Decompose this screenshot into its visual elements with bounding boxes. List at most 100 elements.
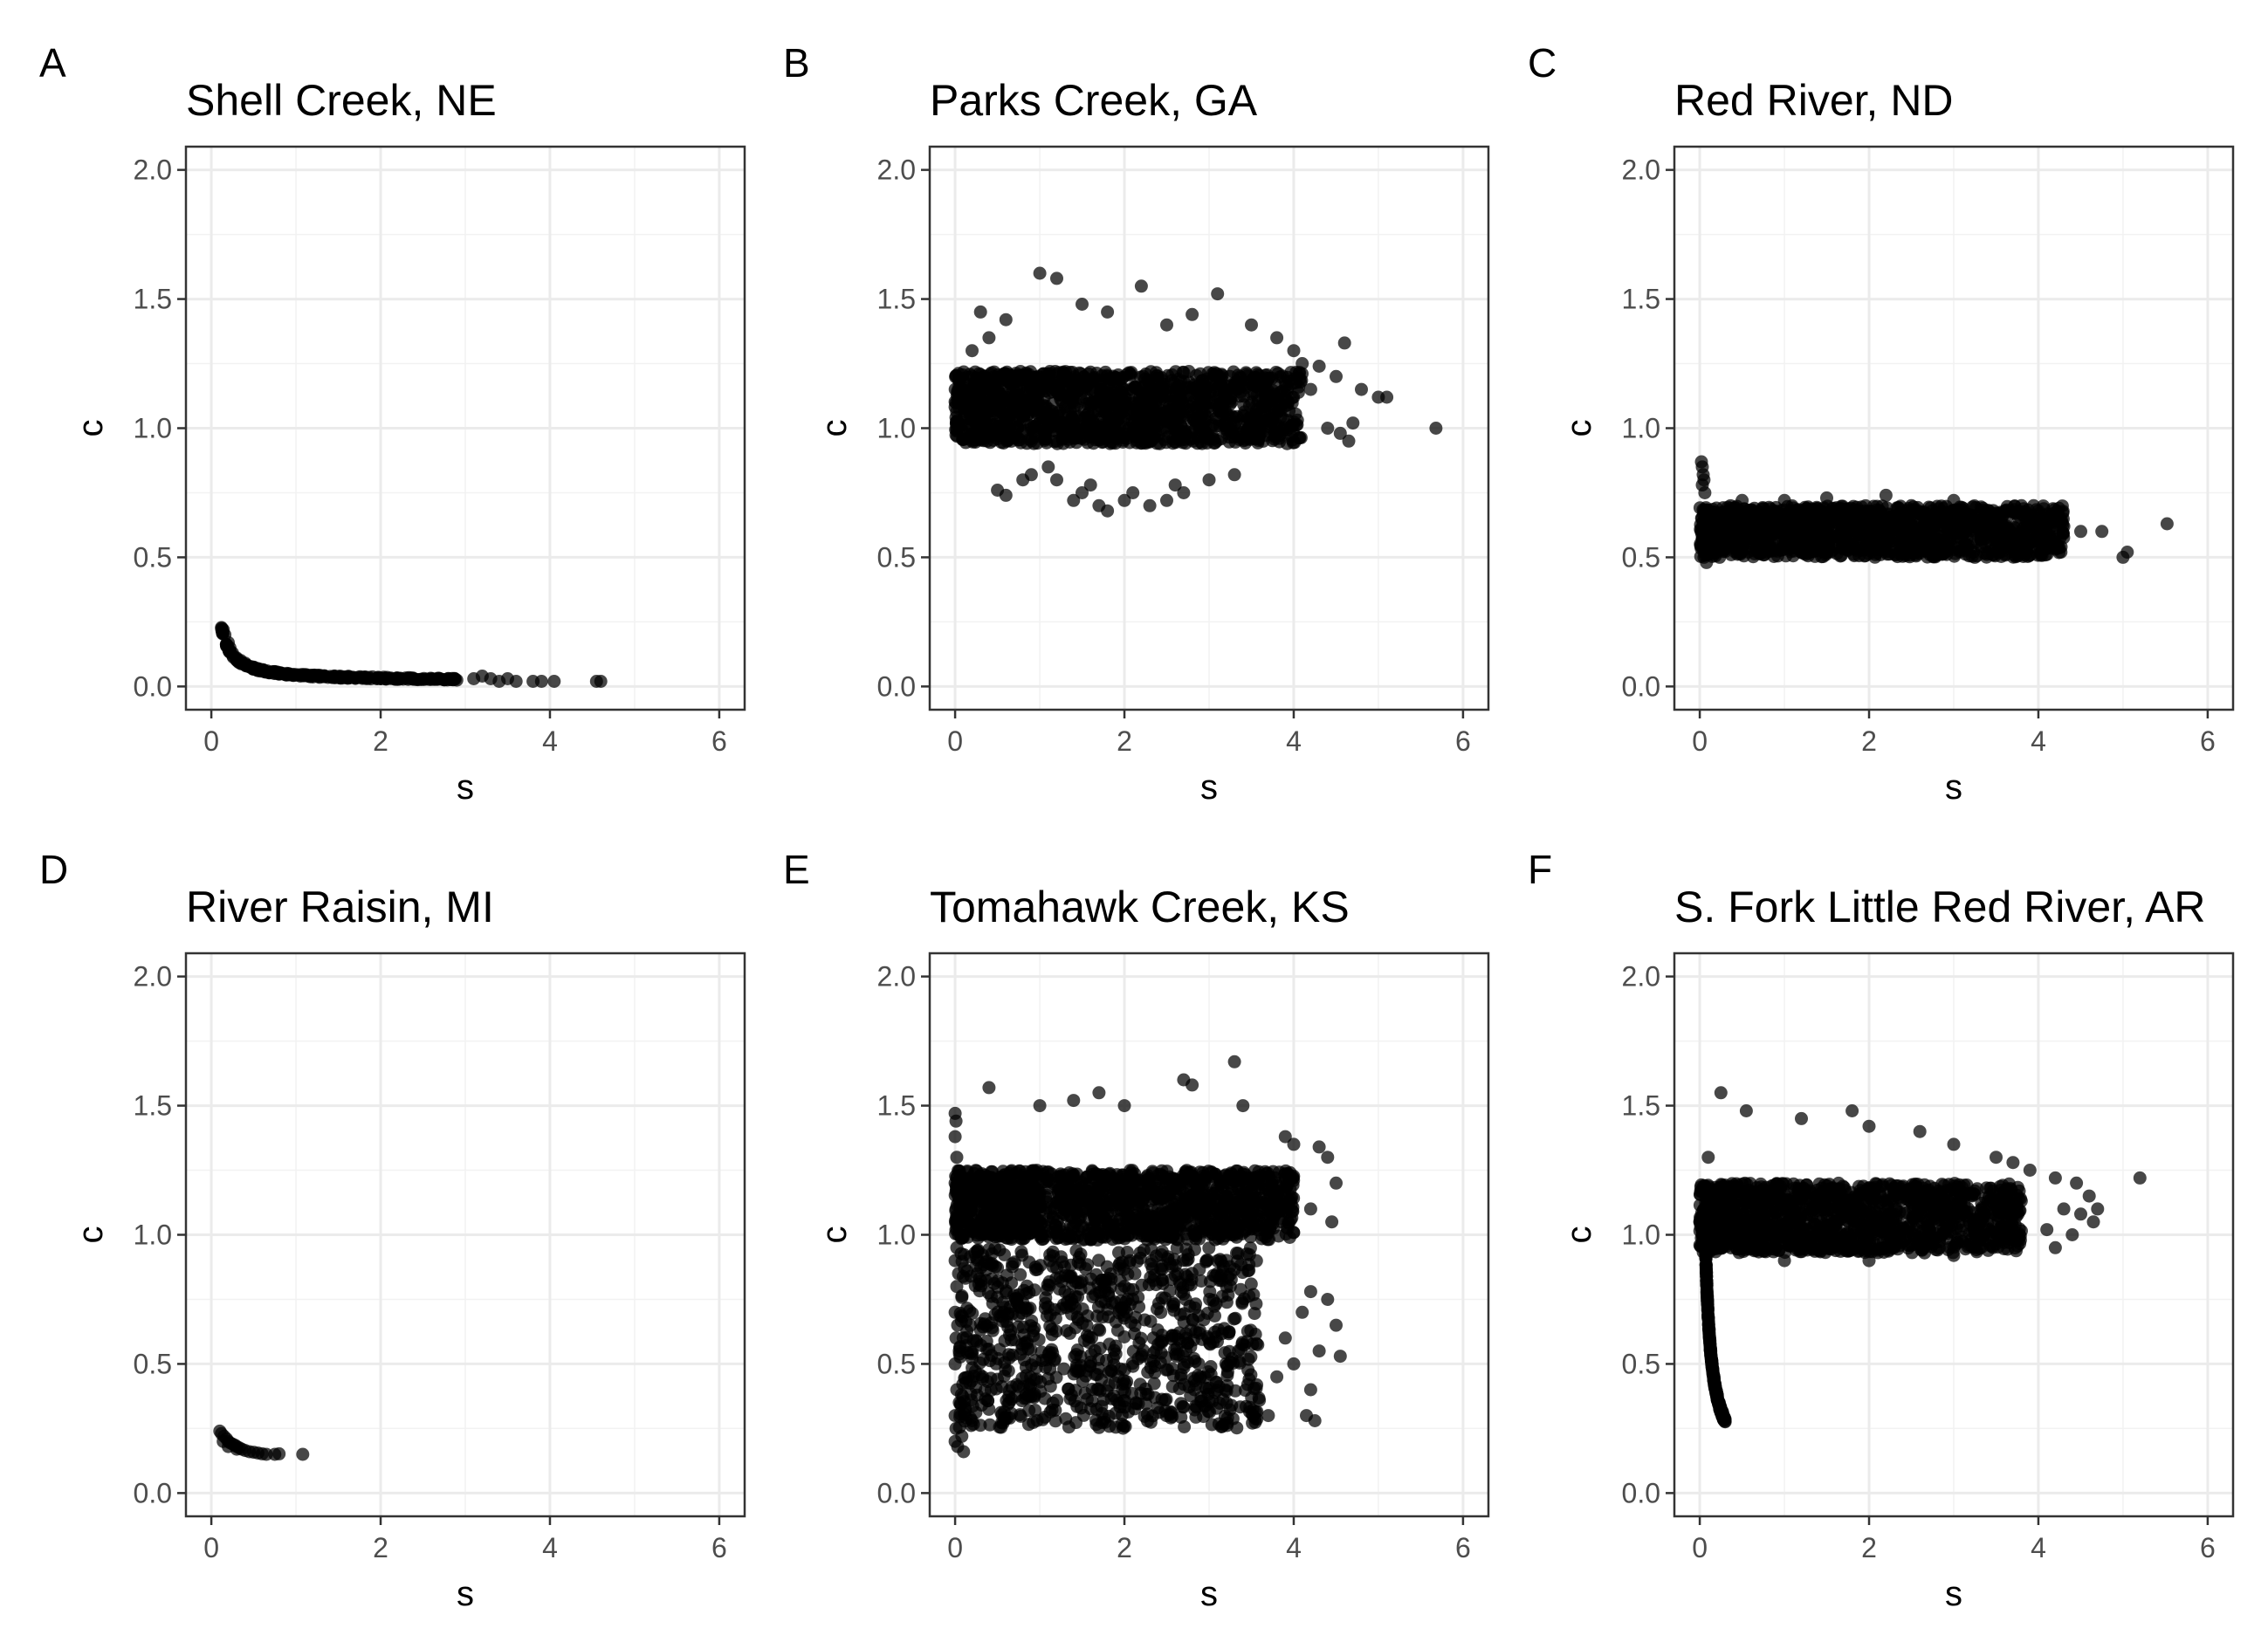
data-point [973,305,987,319]
data-point [1109,371,1123,385]
data-points [1693,455,2174,569]
data-point [1177,1210,1191,1224]
data-point [1278,374,1292,388]
data-point [1199,390,1212,404]
y-tick-label: 1.5 [134,284,172,315]
data-point [972,1174,986,1188]
gridlines [1674,147,2233,710]
data-point [442,672,456,685]
data-point [1134,279,1148,293]
data-point [997,1201,1011,1215]
y-tick-label: 1.0 [877,413,916,444]
y-tick-label: 0.0 [134,1477,172,1508]
y-axis: 0.00.51.01.52.0 [134,961,186,1508]
data-point [1230,428,1243,442]
data-point [1785,527,1799,541]
data-point [1945,508,1959,521]
data-point [992,1173,1006,1187]
gridlines [186,953,745,1516]
data-point [2031,504,2045,518]
data-point [1266,1186,1280,1200]
data-point [1034,1200,1048,1214]
data-point [1230,409,1244,423]
data-point [1160,318,1173,332]
x-tick-label: 2 [373,1532,388,1563]
data-point [1859,523,1873,537]
data-point [1287,344,1301,358]
y-tick-label: 1.0 [134,1220,172,1251]
panel-letter: B [783,40,810,86]
data-point [1213,419,1227,433]
data-point [1175,395,1189,409]
data-point [1269,427,1283,441]
x-tick-label: 0 [947,725,963,757]
data-point [1834,499,1848,513]
data-point [1429,422,1443,435]
data-point [1090,422,1103,435]
data-point [1189,417,1203,431]
data-point [1720,537,1733,551]
x-tick-label: 6 [2200,725,2216,757]
data-point [1199,1172,1213,1186]
data-point [1008,409,1022,422]
data-point [1139,368,1152,381]
data-point [340,670,354,684]
x-tick-label: 2 [1861,725,1877,757]
x-tick-label: 6 [1455,725,1471,757]
data-point [1146,1219,1160,1233]
y-tick-label: 1.5 [134,1090,172,1122]
data-point [547,675,561,688]
data-point [2048,539,2062,553]
data-point [1050,271,1063,285]
data-point [1202,473,1216,487]
data-point [1972,513,1986,527]
data-point [999,488,1013,502]
data-point [1278,399,1292,413]
data-point [976,1186,990,1200]
data-point [1029,1225,1043,1239]
data-point [978,1202,992,1216]
data-point [1025,431,1039,445]
data-point [1928,518,1942,532]
data-point [1270,331,1284,345]
data-point [1737,530,1751,544]
data-point [1820,546,1834,560]
x-tick-label: 6 [711,725,727,757]
data-point [1028,1182,1042,1196]
data-point [1694,537,1708,551]
data-point [1820,491,1833,505]
data-point [1974,532,1988,546]
data-point [1222,1171,1236,1185]
data-point [1134,436,1148,450]
data-point [1263,1220,1277,1233]
data-point [1076,379,1089,393]
data-point [966,344,979,358]
data-point [1227,1226,1241,1240]
data-point [1321,422,1335,435]
data-point [1065,1171,1079,1185]
data-point [1069,395,1082,409]
data-point [1058,425,1072,438]
data-point [1700,555,1714,569]
y-tick-label: 0.5 [1622,541,1660,573]
data-point [2024,536,2038,550]
x-tick-label: 2 [373,725,388,757]
data-point [1024,468,1038,482]
data-point [1083,478,1097,492]
data-point [1227,468,1241,482]
data-point [1129,380,1143,394]
data-point [1141,388,1155,402]
data-point [1991,534,2005,548]
data-point [1266,383,1280,397]
data-point [1052,406,1066,420]
data-point [968,429,982,443]
data-point [964,1204,978,1218]
data-point [1048,1225,1062,1239]
x-axis-title: s [457,1575,474,1613]
data-point [1245,318,1258,332]
data-point [1959,506,1973,520]
